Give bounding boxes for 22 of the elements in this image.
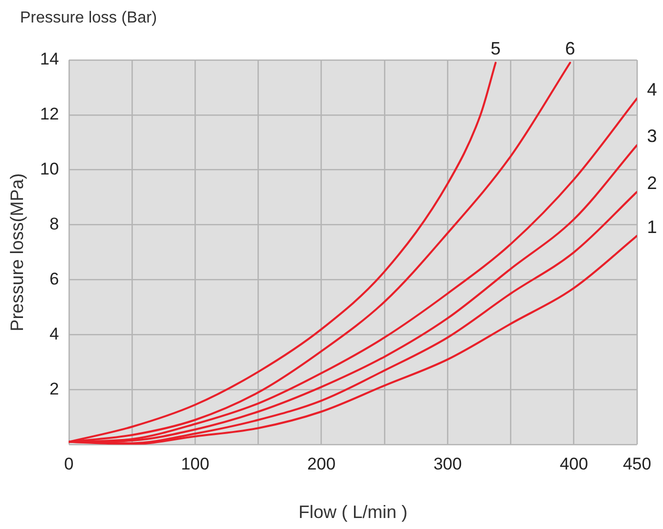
x-tick-label: 200 xyxy=(307,454,336,474)
series-label: 4 xyxy=(647,79,658,100)
x-tick-label: 300 xyxy=(433,454,462,474)
chart-title: Pressure loss (Bar) xyxy=(20,9,157,26)
x-tick-label: 400 xyxy=(560,454,588,474)
series-label: 2 xyxy=(647,172,658,193)
x-tick-label: 100 xyxy=(180,454,210,474)
x-axis-title: Flow ( L/min ) xyxy=(298,502,408,522)
y-tick-label: 10 xyxy=(40,160,59,179)
y-tick-label: 4 xyxy=(49,324,59,344)
y-tick-label: 12 xyxy=(40,104,59,124)
series-label: 6 xyxy=(565,38,576,59)
y-tick-label: 8 xyxy=(49,214,59,234)
x-tick-label: 450 xyxy=(622,454,652,474)
y-tick-label: 14 xyxy=(40,50,59,69)
y-axis-title: Pressure loss(MPa) xyxy=(6,173,27,332)
y-tick-label: 6 xyxy=(49,269,59,288)
y-tick-label: 2 xyxy=(49,379,59,398)
series-label: 5 xyxy=(490,38,501,59)
series-label: 1 xyxy=(647,216,658,237)
x-tick-label: 0 xyxy=(64,454,74,474)
series-label: 3 xyxy=(647,126,658,146)
